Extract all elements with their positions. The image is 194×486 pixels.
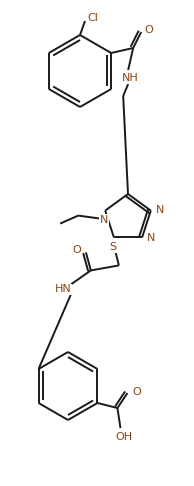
Text: NH: NH: [122, 73, 139, 83]
Text: S: S: [109, 243, 116, 252]
Text: N: N: [100, 215, 108, 225]
Text: O: O: [73, 245, 81, 256]
Text: O: O: [145, 25, 154, 35]
Text: N: N: [156, 205, 164, 215]
Text: HN: HN: [55, 284, 71, 295]
Text: Cl: Cl: [87, 13, 98, 23]
Text: N: N: [147, 233, 155, 243]
Text: OH: OH: [115, 432, 132, 442]
Text: O: O: [132, 387, 141, 397]
